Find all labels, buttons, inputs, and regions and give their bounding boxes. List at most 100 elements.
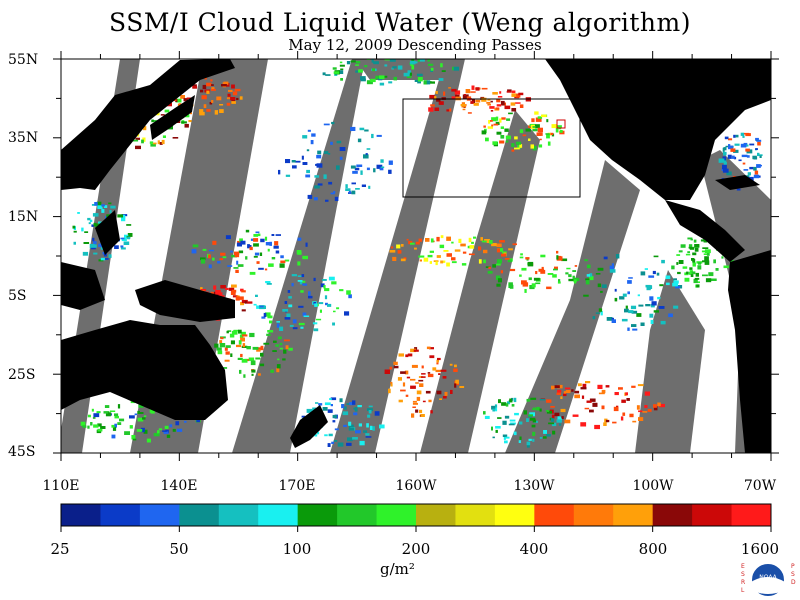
cloud-pixel — [461, 102, 465, 105]
cloud-pixel — [222, 256, 227, 259]
cloud-pixel — [695, 272, 699, 277]
cloud-pixel — [658, 306, 665, 309]
cloud-pixel — [726, 171, 732, 176]
cloud-pixel — [93, 413, 100, 418]
cloud-pixel — [346, 290, 351, 295]
cloud-pixel — [620, 416, 624, 421]
cloud-pixel — [249, 246, 253, 251]
cloud-pixel — [696, 284, 700, 288]
cloud-pixel — [538, 132, 543, 136]
cloud-pixel — [314, 185, 320, 189]
cloud-pixel — [127, 236, 131, 240]
cloud-pixel — [267, 330, 274, 333]
cloud-pixel — [390, 383, 393, 387]
cloud-pixel — [241, 290, 246, 293]
cloud-pixel — [422, 400, 426, 403]
cloud-pixel — [468, 237, 472, 243]
cloud-pixel — [723, 161, 727, 165]
no-data-swaths — [61, 59, 771, 453]
cloud-pixel — [371, 59, 374, 63]
cloud-pixel — [440, 260, 444, 264]
cloud-pixel — [393, 76, 397, 81]
cloud-pixel — [671, 265, 675, 270]
cloud-pixel — [256, 349, 261, 352]
cloud-pixel — [211, 88, 216, 91]
cloud-pixel — [200, 89, 204, 93]
cloud-pixel — [346, 61, 351, 65]
cloud-pixel — [121, 216, 126, 222]
cloud-pixel — [694, 277, 700, 280]
cloud-pixel — [555, 128, 559, 133]
cloud-pixel — [467, 112, 472, 114]
cloud-pixel — [742, 162, 746, 165]
cloud-pixel — [430, 104, 435, 107]
cloud-pixel — [200, 289, 207, 292]
cloud-pixel — [446, 109, 450, 112]
cloud-pixel — [704, 260, 710, 265]
cloud-pixel — [135, 137, 140, 140]
cloud-pixel — [279, 347, 283, 350]
cloud-pixel — [117, 422, 122, 425]
cloud-pixel — [642, 411, 648, 413]
cloud-pixel — [689, 247, 695, 250]
cloud-pixel — [273, 245, 279, 249]
cloud-pixel — [111, 434, 116, 439]
cloud-pixel — [220, 285, 226, 289]
cloud-pixel — [344, 311, 350, 316]
cloud-pixel — [388, 169, 392, 174]
cloud-pixel — [563, 391, 566, 396]
cloud-pixel — [414, 347, 418, 350]
cloud-pixel — [298, 322, 305, 326]
cloud-pixel — [333, 440, 338, 442]
cloud-pixel — [649, 313, 654, 318]
cloud-pixel — [603, 256, 608, 260]
cloud-pixel — [302, 255, 308, 260]
colorbar-tick-label: 50 — [169, 540, 189, 558]
cloud-pixel — [752, 155, 757, 160]
cloud-pixel — [353, 412, 358, 416]
cloud-pixel — [446, 262, 450, 267]
cloud-pixel — [686, 271, 689, 275]
cloud-pixel — [454, 364, 457, 368]
cloud-pixel — [400, 258, 406, 262]
cloud-pixel — [348, 427, 355, 431]
cloud-pixel — [231, 254, 237, 258]
colorbar-swatch — [652, 504, 693, 526]
cloud-pixel — [455, 379, 459, 384]
cloud-pixel — [415, 382, 419, 384]
cloud-pixel — [287, 290, 291, 293]
cloud-pixel — [703, 253, 709, 255]
cloud-pixel — [297, 261, 301, 266]
cloud-pixel — [355, 64, 359, 66]
cloud-pixel — [301, 274, 305, 278]
lat-label: 35N — [8, 130, 39, 146]
cloud-pixel — [163, 431, 169, 434]
cloud-pixel — [376, 164, 383, 169]
cloud-pixel — [141, 139, 144, 144]
cloud-pixel — [480, 237, 483, 241]
cloud-pixel — [292, 165, 297, 169]
cloud-pixel — [328, 276, 335, 281]
cloud-pixel — [434, 107, 440, 111]
colorbar-tick-label: 25 — [50, 540, 70, 558]
cloud-pixel — [487, 98, 491, 101]
cloud-pixel — [585, 381, 591, 384]
cloud-pixel — [759, 164, 762, 167]
cloud-pixel — [158, 428, 163, 431]
cloud-pixel — [627, 291, 630, 295]
cloud-pixel — [131, 435, 136, 440]
philippines — [95, 210, 120, 255]
colorbar-swatch — [297, 504, 338, 526]
cloud-pixel — [650, 285, 653, 289]
cloud-pixel — [114, 423, 117, 428]
cloud-pixel — [436, 390, 442, 395]
cloud-pixel — [451, 261, 457, 264]
cloud-pixel — [464, 94, 466, 96]
cloud-pixel — [429, 261, 432, 264]
cloud-pixel — [536, 132, 541, 136]
cloud-pixel — [244, 301, 247, 304]
cloud-pixel — [339, 61, 343, 64]
cloud-pixel — [609, 269, 616, 273]
cloud-pixel — [213, 285, 217, 290]
